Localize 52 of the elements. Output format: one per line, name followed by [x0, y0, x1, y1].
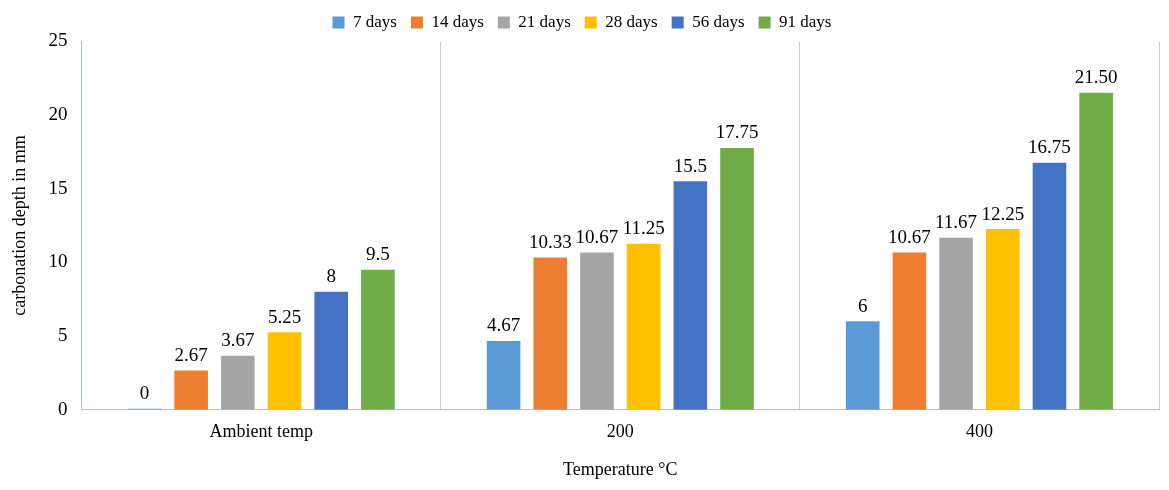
data-label: 10.33	[528, 230, 572, 252]
bar	[939, 237, 973, 410]
data-label: 21.50	[1074, 66, 1118, 88]
bar	[985, 229, 1020, 410]
legend-label: 21 days	[518, 11, 571, 31]
legend-label: 56 days	[692, 11, 745, 31]
data-label: 10.67	[575, 225, 619, 247]
bar	[892, 252, 927, 410]
data-label: 11.67	[935, 211, 978, 233]
y-tick-label: 25	[48, 28, 68, 50]
x-tick-label: Ambient temp	[209, 421, 313, 442]
bar	[221, 355, 255, 410]
data-label: 2.67	[174, 343, 208, 365]
legend-label: 7 days	[353, 11, 397, 31]
y-tick-label: 10	[48, 250, 68, 272]
data-label: 17.75	[715, 121, 759, 143]
data-label: 10.67	[888, 225, 931, 247]
bar	[720, 147, 754, 410]
data-label: 5.25	[267, 305, 302, 327]
y-tick-label: 20	[48, 102, 68, 124]
bar	[486, 340, 521, 410]
bar	[626, 243, 661, 410]
x-axis-title: Temperature °C	[563, 458, 678, 479]
bar	[361, 269, 395, 410]
bar	[1079, 92, 1113, 410]
x-tick-label: 400	[965, 421, 993, 442]
data-label: 4.67	[486, 314, 521, 336]
data-label: 11.25	[622, 217, 665, 239]
y-axis-title: carbonation depth in mm	[8, 135, 29, 316]
data-label: 9.5	[366, 243, 390, 265]
data-label: 3.67	[221, 329, 255, 351]
bar	[314, 291, 349, 410]
y-tick-label: 15	[48, 176, 68, 198]
bar	[174, 370, 208, 410]
bar	[533, 257, 568, 410]
bar	[267, 332, 302, 410]
data-label: 12.25	[981, 202, 1025, 224]
y-tick-label: 5	[58, 324, 68, 346]
bar	[845, 321, 880, 410]
legend-label: 91 days	[779, 11, 832, 31]
data-label: 6	[857, 294, 868, 316]
bar	[1032, 162, 1067, 410]
legend-label: 14 days	[431, 11, 484, 31]
x-tick-label: 200	[606, 421, 634, 442]
bar	[580, 252, 614, 410]
data-label: 0	[139, 382, 150, 404]
bar	[673, 181, 708, 410]
data-label: 16.75	[1028, 136, 1071, 158]
legend-label: 28 days	[605, 11, 658, 31]
y-tick-label: 0	[58, 397, 68, 419]
data-label: 15.5	[673, 154, 707, 176]
data-label: 8	[326, 265, 336, 287]
